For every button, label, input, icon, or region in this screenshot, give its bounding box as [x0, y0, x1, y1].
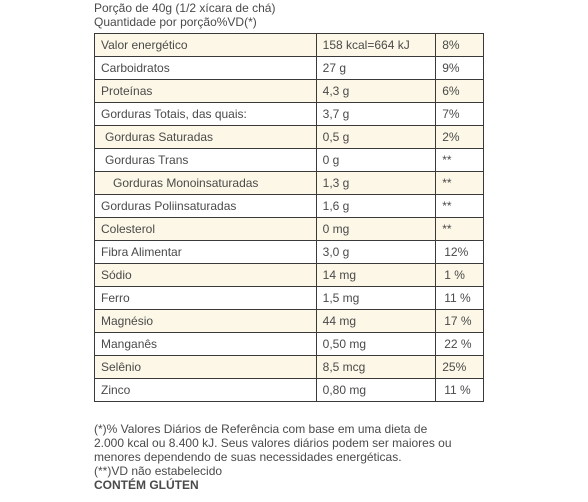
table-row: Gorduras Monoinsaturadas 1,3 g **	[94, 171, 484, 195]
nutrition-table: Valor energético 158 kcal=664 kJ 8% Carboid…	[94, 33, 484, 402]
daily-value: **	[435, 148, 484, 172]
table-row: Zinco 0,80 mg 11 %	[94, 378, 484, 402]
daily-value: 9%	[435, 56, 484, 80]
amount: 8,5 mcg	[315, 355, 437, 379]
amount: 14 mg	[315, 263, 437, 287]
nutrient: Zinco	[94, 378, 317, 402]
table-row: Proteínas 4,3 g 6%	[94, 79, 484, 103]
nutrient: Magnésio	[94, 309, 317, 333]
amount: 1,6 g	[315, 194, 437, 218]
quantity-header: Quantidade por porção%VD(*)	[94, 15, 257, 29]
footnote: 2.000 kcal ou 8.400 kJ. Seus valores diá…	[94, 436, 452, 450]
footnote: menores dependendo de suas necessidades …	[94, 450, 402, 464]
nutrient: Gorduras Totais, das quais:	[94, 102, 317, 126]
footnote: (**)VD não estabelecido	[94, 464, 223, 478]
nutrient: Ferro	[94, 286, 317, 310]
daily-value: 7%	[435, 102, 484, 126]
table-row: Ferro 1,5 mg 11 %	[94, 286, 484, 310]
daily-value: 8%	[435, 33, 484, 57]
amount: 0 g	[315, 148, 437, 172]
table-row: Magnésio 44 mg 17 %	[94, 309, 484, 333]
daily-value: 17 %	[435, 309, 484, 333]
nutrient: Manganês	[94, 332, 317, 356]
table-row: Colesterol 0 mg **	[94, 217, 484, 241]
amount: 158 kcal=664 kJ	[315, 33, 437, 57]
amount: 0,5 g	[315, 125, 437, 149]
table-row: Gorduras Saturadas 0,5 g 2%	[94, 125, 484, 149]
nutrient: Proteínas	[94, 79, 317, 103]
amount: 0 mg	[315, 217, 437, 241]
daily-value: 25%	[435, 355, 484, 379]
table-row: Gorduras Totais, das quais: 3,7 g 7%	[94, 102, 484, 126]
daily-value: **	[435, 194, 484, 218]
amount: 0,80 mg	[315, 378, 437, 402]
daily-value: **	[435, 171, 484, 195]
table-row: Sódio 14 mg 1 %	[94, 263, 484, 287]
table-row: Selênio 8,5 mcg 25%	[94, 355, 484, 379]
daily-value: 22 %	[435, 332, 484, 356]
footnote: (*)% Valores Diários de Referência com b…	[94, 422, 428, 436]
amount: 1,3 g	[315, 171, 437, 195]
nutrient: Gorduras Saturadas	[94, 125, 317, 149]
nutrient: Gorduras Trans	[94, 148, 317, 172]
daily-value: 12%	[435, 240, 484, 264]
daily-value: 2%	[435, 125, 484, 149]
amount: 4,3 g	[315, 79, 437, 103]
amount: 44 mg	[315, 309, 437, 333]
nutrient: Sódio	[94, 263, 317, 287]
nutrient: Gorduras Poliinsaturadas	[94, 194, 317, 218]
allergen: CONTÉM GLÚTEN	[94, 478, 199, 492]
serving: Porção de 40g (1/2 xícara de chá)	[94, 1, 276, 15]
table-row: Gorduras Poliinsaturadas 1,6 g **	[94, 194, 484, 218]
amount: 3,0 g	[315, 240, 437, 264]
daily-value: 6%	[435, 79, 484, 103]
nutrient: Colesterol	[94, 217, 317, 241]
footer: (*)% Valores Diários de Referência com b…	[94, 422, 452, 492]
table-row: Gorduras Trans 0 g **	[94, 148, 484, 172]
nutrient: Fibra Alimentar	[94, 240, 317, 264]
table-row: Carboidratos 27 g 9%	[94, 56, 484, 80]
nutrient: Gorduras Monoinsaturadas	[94, 171, 317, 195]
amount: 1,5 mg	[315, 286, 437, 310]
nutrient: Valor energético	[94, 33, 317, 57]
daily-value: **	[435, 217, 484, 241]
amount: 27 g	[315, 56, 437, 80]
nutrient: Carboidratos	[94, 56, 317, 80]
table-row: Valor energético 158 kcal=664 kJ 8%	[94, 33, 484, 57]
daily-value: 11 %	[435, 286, 484, 310]
table-row: Fibra Alimentar 3,0 g 12%	[94, 240, 484, 264]
daily-value: 11 %	[435, 378, 484, 402]
daily-value: 1 %	[435, 263, 484, 287]
amount: 3,7 g	[315, 102, 437, 126]
amount: 0,50 mg	[315, 332, 437, 356]
nutrient: Selênio	[94, 355, 317, 379]
table-row: Manganês 0,50 mg 22 %	[94, 332, 484, 356]
